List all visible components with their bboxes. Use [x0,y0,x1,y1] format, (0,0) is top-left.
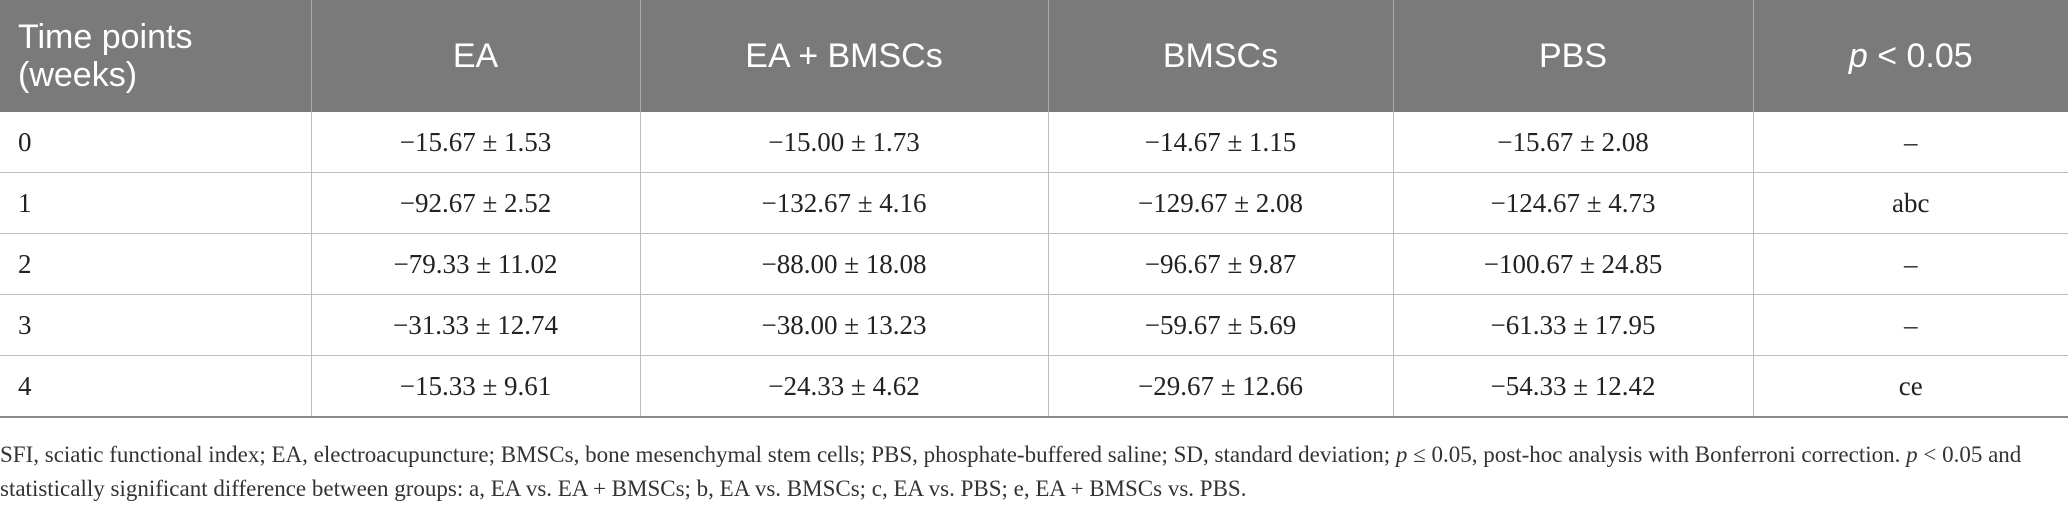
cell-ea: −15.67 ± 1.53 [311,112,641,173]
cell-ea: −92.67 ± 2.52 [311,172,641,234]
cell-pbs: −100.67 ± 24.85 [1393,233,1754,295]
cell-pbs: −15.67 ± 2.08 [1393,112,1754,173]
table-row: 1 −92.67 ± 2.52 −132.67 ± 4.16 −129.67 ±… [0,172,2068,234]
cell-ea: −79.33 ± 11.02 [311,233,641,295]
table-row: 4 −15.33 ± 9.61 −24.33 ± 4.62 −29.67 ± 1… [0,355,2068,418]
cell-pbs: −54.33 ± 12.42 [1393,355,1754,418]
cell-pbs: −61.33 ± 17.95 [1393,294,1754,356]
cell-bmscs: −129.67 ± 2.08 [1048,172,1394,234]
cell-ea: −15.33 ± 9.61 [311,355,641,418]
header-pbs: PBS [1393,0,1754,112]
cell-time-point: 1 [0,172,312,234]
p-symbol: p [1906,442,1918,467]
header-ea-bmscs: EA + BMSCs [640,0,1049,112]
header-bmscs: BMSCs [1048,0,1394,112]
header-text: < 0.05 [1867,37,1973,75]
cell-bmscs: −29.67 ± 12.66 [1048,355,1394,418]
table-body: 0 −15.67 ± 1.53 −15.00 ± 1.73 −14.67 ± 1… [0,112,2068,418]
header-row: Time points (weeks) EA EA + BMSCs BMSCs … [0,0,2068,112]
cell-ea-bmscs: −38.00 ± 13.23 [640,294,1049,356]
header-text: EA [452,37,499,75]
table-footnote: SFI, sciatic functional index; EA, elect… [0,438,2060,506]
header-text: BMSCs [1162,37,1279,75]
cell-time-point: 0 [0,112,312,173]
header-text: EA + BMSCs [745,37,943,75]
cell-time-point: 4 [0,355,312,418]
footnote-text: < 0.05 and statistically significant dif… [0,442,2022,501]
cell-bmscs: −96.67 ± 9.87 [1048,233,1394,295]
p-symbol: p [1848,37,1868,75]
cell-ea-bmscs: −88.00 ± 18.08 [640,233,1049,295]
header-text: Time points (weeks) [18,18,193,94]
cell-bmscs: −14.67 ± 1.15 [1048,112,1394,173]
p-symbol: p [1395,442,1408,467]
table-row: 0 −15.67 ± 1.53 −15.00 ± 1.73 −14.67 ± 1… [0,112,2068,173]
table-row: 2 −79.33 ± 11.02 −88.00 ± 18.08 −96.67 ±… [0,233,2068,295]
header-text: PBS [1538,37,1608,75]
header-ea: EA [311,0,641,112]
header-p-value: p < 0.05 [1753,0,2068,112]
cell-time-point: 2 [0,233,312,295]
table-row: 3 −31.33 ± 12.74 −38.00 ± 13.23 −59.67 ±… [0,294,2068,356]
cell-significance: – [1753,233,2068,295]
header-time-points: Time points (weeks) [0,0,312,112]
cell-significance: – [1753,294,2068,356]
cell-time-point: 3 [0,294,312,356]
cell-ea-bmscs: −24.33 ± 4.62 [640,355,1049,418]
footnote-text: ≤ 0.05, post-hoc analysis with Bonferron… [1407,442,1907,467]
sfi-results-table: Time points (weeks) EA EA + BMSCs BMSCs … [0,0,2068,418]
cell-significance: – [1753,112,2068,173]
cell-ea-bmscs: −15.00 ± 1.73 [640,112,1049,173]
table-header: Time points (weeks) EA EA + BMSCs BMSCs … [0,0,2068,112]
cell-pbs: −124.67 ± 4.73 [1393,172,1754,234]
cell-significance: ce [1753,355,2068,418]
cell-bmscs: −59.67 ± 5.69 [1048,294,1394,356]
cell-ea-bmscs: −132.67 ± 4.16 [640,172,1049,234]
cell-significance: abc [1753,172,2068,234]
footnote-text: SFI, sciatic functional index; EA, elect… [0,442,1396,467]
cell-ea: −31.33 ± 12.74 [311,294,641,356]
